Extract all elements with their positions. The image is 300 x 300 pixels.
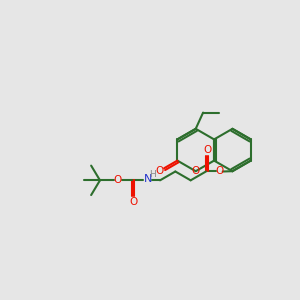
Text: O: O	[192, 166, 200, 176]
Text: H: H	[150, 170, 156, 179]
Text: O: O	[155, 166, 163, 176]
Text: O: O	[215, 167, 223, 176]
Text: O: O	[113, 175, 122, 185]
Text: O: O	[203, 145, 211, 155]
Text: N: N	[144, 174, 152, 184]
Text: O: O	[129, 196, 138, 206]
